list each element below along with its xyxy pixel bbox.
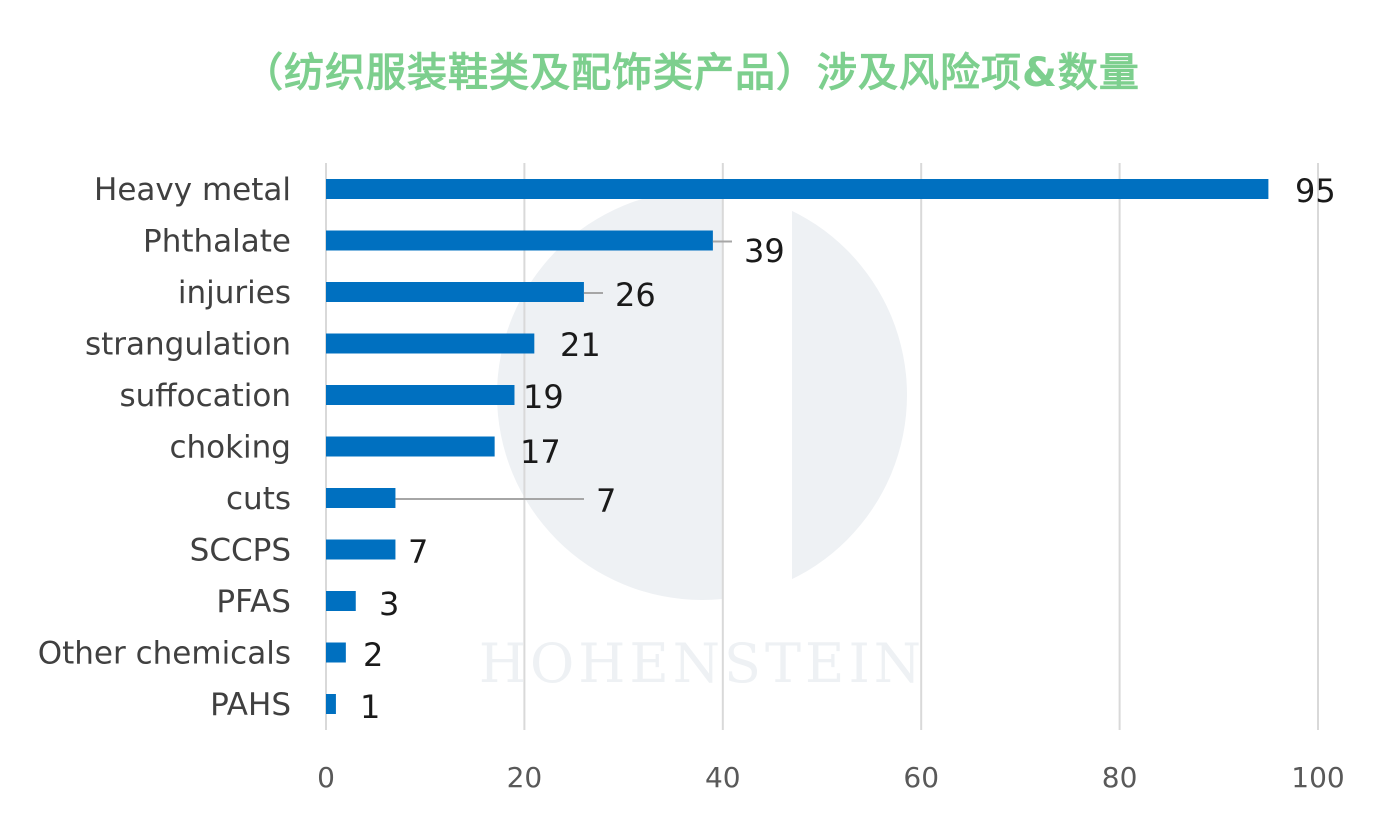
bar bbox=[326, 179, 1269, 199]
category-label: Phthalate bbox=[143, 224, 291, 260]
data-label: 7 bbox=[596, 482, 616, 520]
data-label: 7 bbox=[408, 533, 428, 571]
data-label: 95 bbox=[1295, 172, 1336, 210]
x-axis-ticks: 0 20 40 60 80 100 bbox=[317, 761, 1345, 794]
leader-lines bbox=[395, 240, 732, 500]
chart-title: （纺织服装鞋类及配饰类产品）涉及风险项&数量 bbox=[243, 50, 1140, 96]
x-tick-label: 40 bbox=[705, 761, 741, 794]
data-label: 26 bbox=[615, 276, 656, 314]
category-label: cuts bbox=[226, 481, 291, 517]
bar bbox=[326, 591, 356, 611]
bar bbox=[326, 694, 336, 714]
bar bbox=[326, 642, 346, 663]
bar bbox=[326, 539, 396, 560]
data-label: 39 bbox=[744, 232, 785, 270]
x-tick-label: 80 bbox=[1102, 761, 1138, 794]
data-label: 21 bbox=[560, 326, 601, 364]
category-labels: Heavy metal Phthalate injuries strangulatio… bbox=[38, 172, 291, 723]
gridlines bbox=[325, 163, 1319, 730]
watermark-text: HOHENSTEIN bbox=[479, 632, 925, 695]
category-label: PAHS bbox=[210, 687, 291, 723]
x-tick-label: 60 bbox=[903, 761, 939, 794]
data-label: 1 bbox=[360, 688, 380, 726]
category-label: suffocation bbox=[119, 378, 291, 414]
bars bbox=[326, 179, 1269, 714]
category-label: choking bbox=[169, 430, 291, 466]
category-label: Other chemicals bbox=[38, 636, 291, 672]
category-label: injuries bbox=[178, 275, 291, 311]
bar bbox=[326, 230, 713, 251]
watermark-logo-gap bbox=[722, 190, 792, 610]
category-label: Heavy metal bbox=[94, 172, 291, 208]
category-label: strangulation bbox=[85, 327, 291, 363]
category-label: PFAS bbox=[216, 584, 291, 620]
x-tick-label: 20 bbox=[507, 761, 543, 794]
data-label: 17 bbox=[520, 433, 561, 471]
category-label: SCCPS bbox=[190, 533, 291, 569]
bar bbox=[326, 282, 584, 302]
x-tick-label: 0 bbox=[317, 761, 335, 794]
bar bbox=[326, 333, 535, 354]
x-tick-label: 100 bbox=[1291, 761, 1344, 794]
bar bbox=[326, 488, 396, 508]
watermark-logo-bar bbox=[792, 410, 828, 460]
data-label: 2 bbox=[363, 636, 383, 674]
bar bbox=[326, 385, 515, 405]
data-label: 19 bbox=[523, 378, 564, 416]
data-label: 3 bbox=[379, 585, 399, 623]
bar bbox=[326, 436, 495, 457]
